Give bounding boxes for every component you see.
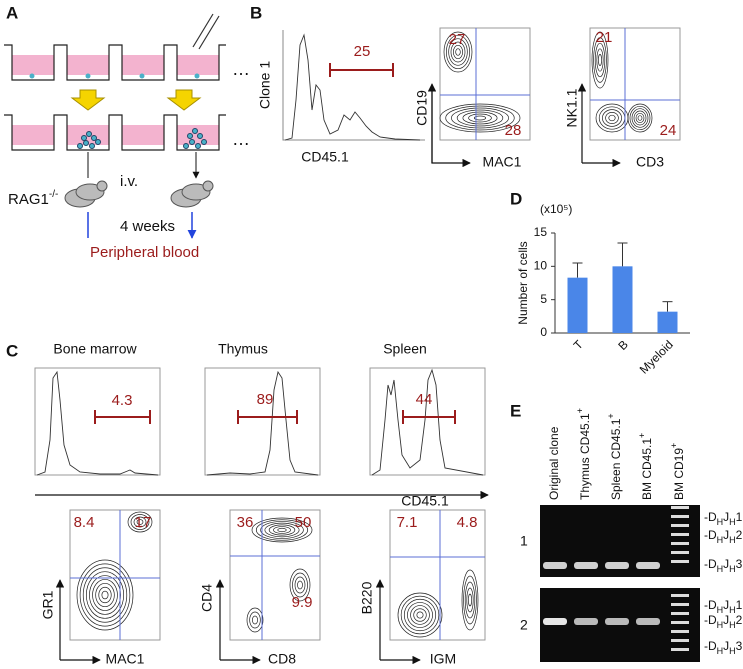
panel-label: C [6, 341, 18, 360]
x-label: CD45.1 [401, 493, 449, 509]
contour-plot [591, 31, 653, 133]
y-tick-label: 15 [534, 225, 548, 239]
unit-label: (x10⁵) [540, 202, 572, 216]
panel-d: D (x10⁵) Number of cells 0 5 10 15 T B Myeloid [510, 189, 690, 377]
x-label: CD8 [268, 651, 296, 667]
x-label: CD3 [636, 154, 664, 170]
wells-row-2: … [4, 114, 250, 151]
x-tick-label: T [571, 337, 587, 353]
panel-label: E [510, 401, 521, 420]
bar [657, 311, 678, 333]
y-label: GR1 [40, 590, 56, 619]
panel-label: A [6, 3, 18, 22]
lane-label: BM CD19+ [669, 443, 686, 500]
y-label: Number of cells [516, 241, 530, 324]
yellow-arrows [70, 89, 202, 111]
quadrant-value: 17 [135, 514, 152, 531]
x-tick-label: B [615, 337, 631, 353]
band-label: -DHJH2 [704, 528, 743, 545]
y-tick-label: 5 [540, 292, 547, 306]
lane-label: BM CD45.1+ [637, 433, 654, 500]
x-label: MAC1 [483, 154, 522, 170]
gate-value: 25 [354, 43, 371, 60]
y-label: CD4 [199, 584, 215, 612]
band-label: -DHJH1 [704, 510, 743, 527]
contour-plot [397, 569, 479, 638]
panel-a: A … … RAG1-/- i.v. 4 weeks Peripheral bl… [4, 3, 250, 261]
svg-text:…: … [232, 59, 250, 79]
quadrant-value: 21 [596, 29, 613, 46]
mice [64, 180, 214, 208]
lane-label: Thymus CD45.1+ [575, 408, 592, 500]
mouse-strain: RAG1-/- [8, 189, 58, 208]
quadrant-value: 8.4 [74, 514, 95, 531]
readout: Peripheral blood [90, 244, 199, 261]
wells-row-1: … [4, 13, 250, 81]
contour-plot [76, 511, 153, 631]
gel-label: 1 [520, 533, 528, 549]
column-title: Thymus [218, 341, 268, 357]
gel-label: 2 [520, 617, 528, 633]
x-tick-label: Myeloid [637, 337, 676, 376]
y-label: CD19 [414, 90, 430, 126]
quadrant-value: 7.1 [397, 514, 418, 531]
panel-label: B [250, 3, 262, 22]
y-label: NK1.1 [564, 88, 580, 127]
column-title: Bone marrow [53, 341, 137, 357]
panel-e: E 1 2 Original clone Thymus CD45.1+ Spleen… [510, 401, 743, 662]
gate-value: 4.3 [112, 392, 133, 409]
x-label: IGM [430, 651, 456, 667]
quadrant-value: 24 [660, 122, 677, 139]
contour-plot [246, 517, 313, 633]
quadrant-value: 28 [505, 122, 522, 139]
x-label: MAC1 [106, 651, 145, 667]
lane-label: Spleen CD45.1+ [606, 413, 623, 500]
bar [612, 266, 633, 333]
quadrant-value: 27 [449, 31, 466, 48]
quadrant-value: 50 [295, 514, 312, 531]
panel-b: B 25 Clone 1 CD45.1 27 28 CD19 MAC1 21 2… [250, 3, 681, 170]
quadrant-value: 4.8 [457, 514, 478, 531]
quadrant-value: 9.9 [292, 594, 313, 611]
y-tick-label: 10 [534, 259, 548, 273]
y-tick-label: 0 [540, 325, 547, 339]
panel-label: D [510, 189, 522, 208]
svg-text:…: … [232, 129, 250, 149]
quadrant-value: 36 [237, 514, 254, 531]
contour-plot [439, 31, 521, 133]
y-label: Clone 1 [257, 61, 273, 109]
panel-c: C Bone marrow Thymus Spleen 4.3 89 44 CD… [6, 341, 489, 667]
y-label: B220 [359, 581, 375, 614]
column-title: Spleen [383, 341, 427, 357]
bar [567, 277, 588, 333]
band-label: -DHJH3 [704, 639, 743, 656]
duration: 4 weeks [120, 218, 175, 235]
x-label: CD45.1 [301, 149, 349, 165]
gate-value: 89 [257, 391, 274, 408]
band-label: -DHJH3 [704, 557, 743, 574]
lane-label: Original clone [547, 426, 561, 500]
route: i.v. [120, 173, 138, 190]
band-label: -DHJH1 [704, 598, 743, 615]
band-label: -DHJH2 [704, 613, 743, 630]
gate-value: 44 [416, 391, 433, 408]
